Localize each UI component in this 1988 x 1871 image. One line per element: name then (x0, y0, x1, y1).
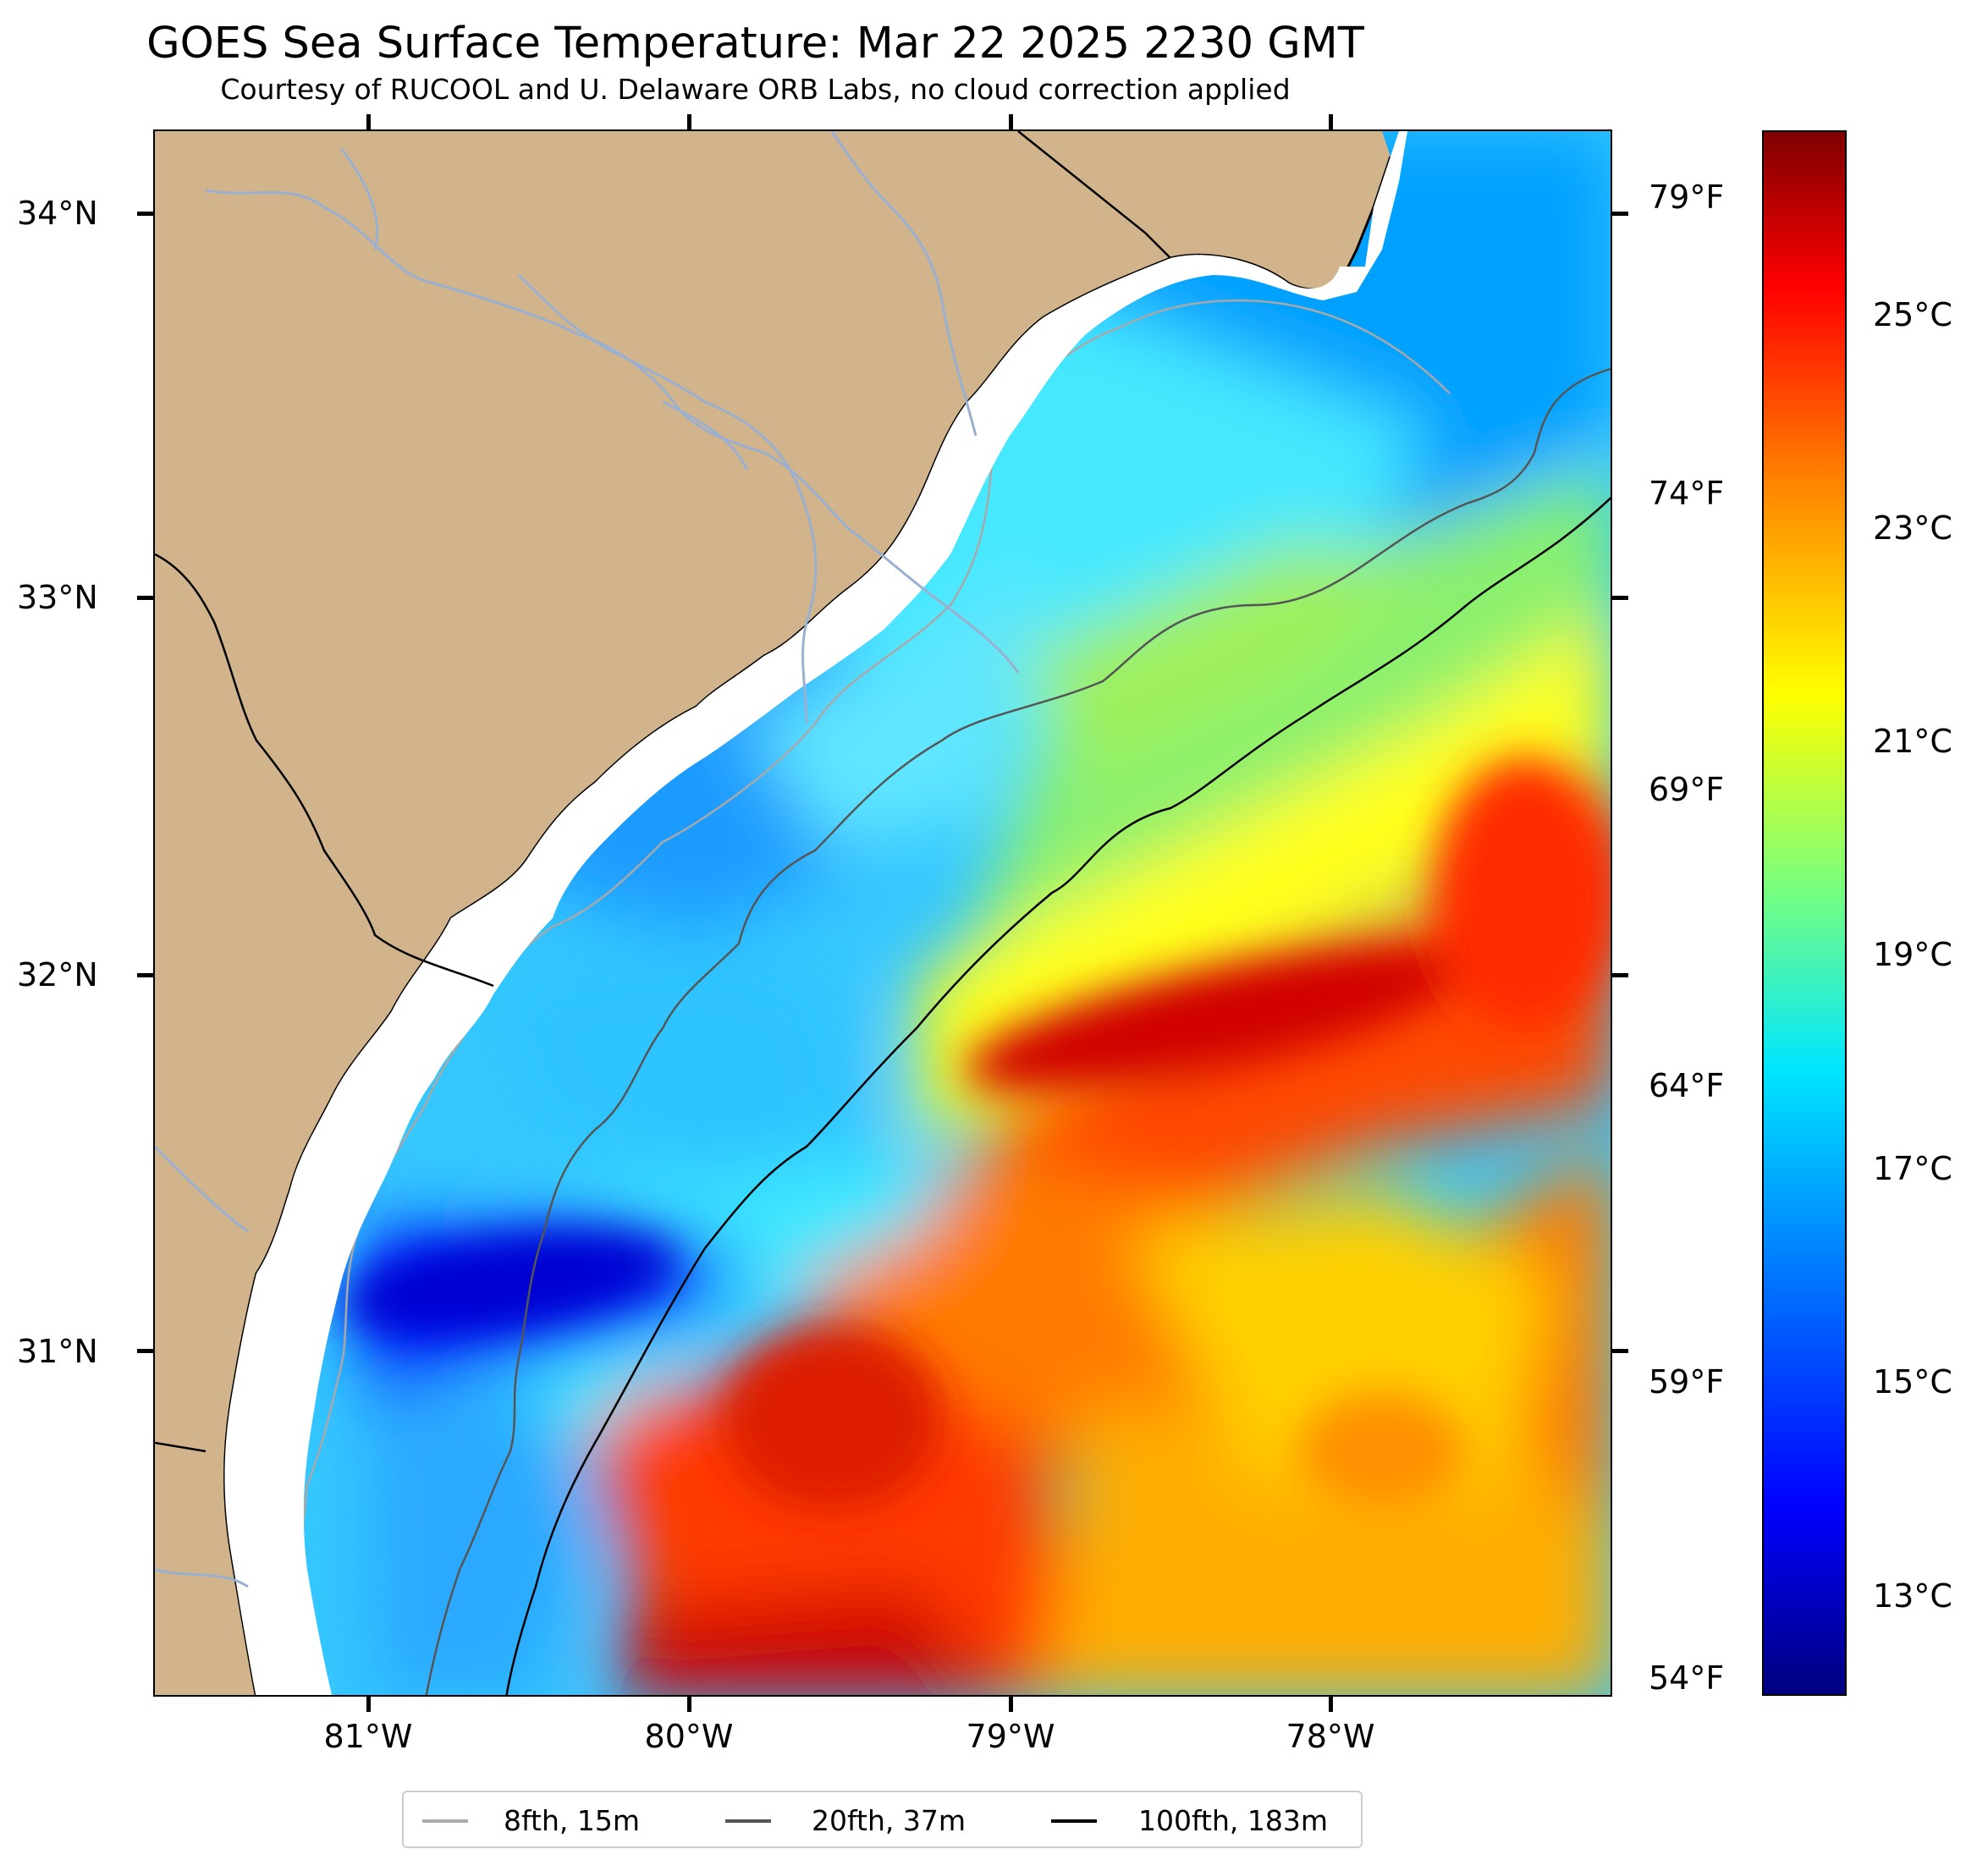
legend-swatch-100fth (1051, 1819, 1097, 1823)
lon-tick (1009, 1697, 1013, 1712)
legend-label-20fth: 20fth, 37m (812, 1804, 966, 1837)
contour-legend: 8fth, 15m 20fth, 37m 100fth, 183m (402, 1791, 1363, 1848)
degc-label-25: 25°C (1873, 296, 1952, 333)
lat-label-32n: 32°N (17, 956, 98, 993)
lon-label-79w: 79°W (966, 1718, 1055, 1755)
lon-tick (366, 1697, 371, 1712)
degf-label-59: 59°F (1649, 1363, 1725, 1400)
degf-label-79: 79°F (1649, 179, 1725, 216)
right-tick (1612, 1349, 1628, 1353)
contour-8fth (294, 299, 1451, 1695)
lat-label-31n: 31°N (17, 1333, 98, 1370)
degf-label-64: 64°F (1649, 1067, 1725, 1104)
map-title: GOES Sea Surface Temperature: Mar 22 202… (146, 19, 1364, 69)
degf-label-54: 54°F (1649, 1659, 1725, 1697)
degc-label-23: 23°C (1873, 509, 1952, 547)
top-tick (1009, 114, 1013, 129)
lon-label-81w: 81°W (323, 1718, 413, 1755)
lat-tick (137, 1349, 153, 1353)
degc-label-21: 21°C (1873, 723, 1952, 760)
legend-label-8fth: 8fth, 15m (504, 1804, 641, 1837)
top-tick (687, 114, 691, 129)
legend-swatch-20fth (725, 1819, 771, 1823)
rivers (155, 131, 1020, 1588)
top-tick (1329, 114, 1333, 129)
right-tick (1612, 212, 1628, 216)
lon-tick (1329, 1697, 1333, 1712)
lat-label-33n: 33°N (17, 579, 98, 616)
degf-label-69: 69°F (1649, 771, 1725, 808)
right-tick (1612, 973, 1628, 977)
degc-label-17: 17°C (1873, 1150, 1952, 1187)
lon-label-80w: 80°W (644, 1718, 734, 1755)
contour-20fth (425, 367, 1611, 1695)
legend-label-100fth: 100fth, 183m (1138, 1804, 1328, 1837)
top-tick (366, 114, 371, 129)
right-tick (1612, 596, 1628, 600)
degf-label-74: 74°F (1649, 475, 1725, 512)
lat-tick (137, 973, 153, 977)
sst-map-canvas (155, 131, 1611, 1695)
legend-swatch-8fth (422, 1819, 468, 1823)
lon-label-78w: 78°W (1286, 1718, 1375, 1755)
sst-map[interactable] (153, 129, 1612, 1697)
bathymetry-contours (294, 299, 1611, 1695)
temperature-colorbar (1762, 130, 1847, 1696)
degc-label-15: 15°C (1873, 1363, 1952, 1400)
state-borders (155, 131, 1171, 1453)
map-subtitle: Courtesy of RUCOOL and U. Delaware ORB L… (220, 73, 1291, 106)
degc-label-19: 19°C (1873, 936, 1952, 973)
lat-tick (137, 212, 153, 216)
lat-tick (137, 596, 153, 600)
lon-tick (687, 1697, 691, 1712)
coastal-mask (224, 131, 1407, 1695)
sst-field (155, 131, 1611, 1695)
degc-label-13: 13°C (1873, 1577, 1952, 1615)
contour-100fth (505, 496, 1611, 1695)
lat-label-34n: 34°N (17, 195, 98, 232)
